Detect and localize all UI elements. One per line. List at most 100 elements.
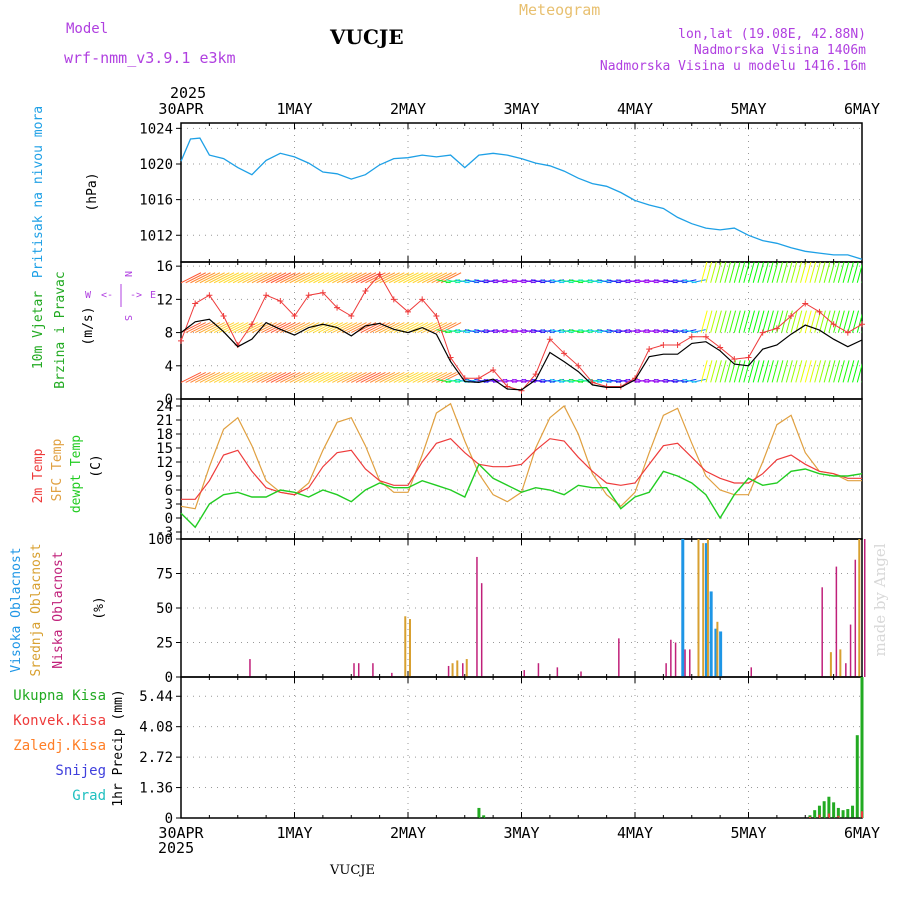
wind-barb xyxy=(417,272,438,284)
total-rain-bar xyxy=(860,677,864,818)
wind-barb xyxy=(270,322,292,334)
wind-barb xyxy=(531,329,546,334)
mid-cloud-bar xyxy=(404,616,407,677)
low-cloud-bar xyxy=(674,642,677,677)
compass-north: N xyxy=(122,271,133,277)
wind-gust-marker xyxy=(759,329,766,336)
compass-west: W xyxy=(85,290,92,301)
panel-pressure: 1012 1016 1020 1024 xyxy=(139,121,863,263)
wind-barb xyxy=(800,310,808,333)
wind-barb xyxy=(809,262,817,283)
wind-barb xyxy=(199,322,221,334)
pressure-line xyxy=(180,137,863,260)
wind-barb xyxy=(842,310,850,333)
conv-rain-bar xyxy=(808,816,811,818)
wind-barb xyxy=(436,322,457,334)
wind-barb xyxy=(738,360,746,383)
wind-barb xyxy=(398,371,419,383)
wind-barb xyxy=(700,310,708,333)
wind-barb xyxy=(861,330,862,333)
wind-barb xyxy=(194,272,216,284)
wind-barb xyxy=(762,360,770,383)
low-cloud-bar xyxy=(480,583,483,677)
wind-barb xyxy=(403,322,424,334)
wind-barb xyxy=(185,272,206,284)
wind-barb xyxy=(299,371,320,383)
wind-barb xyxy=(790,360,798,383)
wind-barb xyxy=(194,322,216,334)
wind-barb xyxy=(587,279,603,284)
wind-barb xyxy=(795,360,803,383)
wind-barb xyxy=(374,322,396,334)
low-cloud-bar xyxy=(835,566,838,677)
wind-barb xyxy=(407,371,429,383)
panel-precip: 0 1.36 2.72 4.08 5.44 xyxy=(139,676,864,827)
wind-gust-marker xyxy=(674,342,681,349)
wind-barb xyxy=(705,310,713,333)
wind-barb xyxy=(710,310,718,333)
wind-barb xyxy=(412,371,433,383)
wind-gust-marker xyxy=(475,375,482,382)
mid-cloud-bar xyxy=(839,649,842,677)
wind-barb xyxy=(289,272,310,284)
wind-barb xyxy=(181,371,202,383)
wind-barb xyxy=(237,272,258,284)
wind-speed-line xyxy=(180,318,863,391)
wind-barb xyxy=(374,371,396,383)
wind-barb xyxy=(483,378,498,383)
wind-barb xyxy=(729,310,737,333)
wind-barb xyxy=(426,272,448,284)
cloud-ylabel-2: Srednja Oblacnost xyxy=(29,543,44,676)
wind-barb xyxy=(828,360,836,383)
wind-barb xyxy=(818,262,826,283)
wind-barb xyxy=(232,371,254,383)
low-cloud-bar xyxy=(447,665,450,677)
wind-barb xyxy=(270,272,292,284)
wind-barb xyxy=(242,371,263,383)
wind-barb xyxy=(332,272,353,284)
wind-barb xyxy=(365,371,386,383)
lonlat-label: lon,lat (19.08E, 42.88N) xyxy=(678,27,866,42)
wind-barb xyxy=(559,329,574,334)
wind-barb xyxy=(317,371,339,383)
y-tick-label: 21 xyxy=(156,413,173,429)
wind-barb xyxy=(733,360,741,383)
wind-barb xyxy=(256,322,277,334)
low-cloud-bar xyxy=(357,663,360,677)
wind-gust-marker xyxy=(788,312,795,319)
wind-barb xyxy=(682,378,697,383)
y-tick-label: 24 xyxy=(156,399,173,415)
wind-gust-marker xyxy=(490,366,497,373)
wind-barb xyxy=(341,272,363,284)
wind-barb xyxy=(332,371,353,383)
wind-barb xyxy=(360,371,381,383)
wind-barb xyxy=(752,262,760,283)
wind-barb xyxy=(303,371,325,383)
low-cloud-bar xyxy=(821,587,823,677)
wind-barb xyxy=(313,322,334,334)
wind-barb xyxy=(502,378,517,383)
wind-barb xyxy=(837,360,845,383)
wind-gust-marker xyxy=(859,321,865,328)
wind-barb xyxy=(512,378,527,383)
total-rain-bar xyxy=(817,805,821,818)
wind-barb xyxy=(781,360,789,383)
wind-barb xyxy=(700,262,708,283)
time-label-bottom: 1MAY xyxy=(276,824,312,842)
wind-barb xyxy=(417,322,438,334)
low-cloud-bar xyxy=(864,539,866,677)
wind-barb xyxy=(776,360,784,383)
mid-cloud-bar xyxy=(829,652,832,677)
wind-gust-marker xyxy=(305,292,312,299)
low-cloud-bar xyxy=(353,663,355,677)
wind-barb xyxy=(185,371,206,383)
time-label-bottom: 6MAY xyxy=(844,824,880,842)
wind-barb xyxy=(190,322,211,334)
wind-barb xyxy=(275,371,296,383)
high-cloud-bar xyxy=(714,628,718,677)
time-label-top: 3MAY xyxy=(503,100,539,118)
wind-barb xyxy=(861,280,862,283)
wind-barb xyxy=(209,272,230,284)
wind-barb xyxy=(771,360,779,383)
